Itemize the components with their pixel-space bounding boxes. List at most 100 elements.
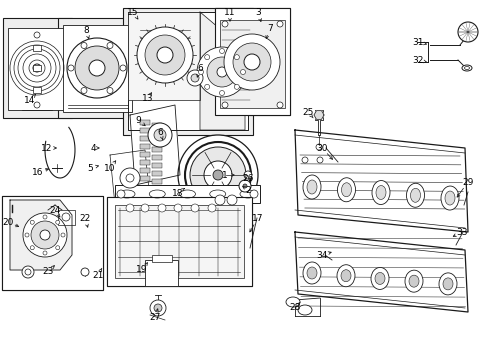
Circle shape xyxy=(234,55,239,60)
Ellipse shape xyxy=(375,185,385,199)
Circle shape xyxy=(157,47,173,63)
Text: 32: 32 xyxy=(411,55,423,64)
Circle shape xyxy=(81,87,87,94)
Bar xyxy=(140,152,150,157)
Circle shape xyxy=(219,49,224,54)
Ellipse shape xyxy=(341,183,351,197)
Polygon shape xyxy=(58,210,75,225)
Ellipse shape xyxy=(297,305,311,315)
Text: 20: 20 xyxy=(2,217,14,226)
Bar xyxy=(140,160,150,165)
Text: 30: 30 xyxy=(316,144,327,153)
Ellipse shape xyxy=(306,267,316,279)
Circle shape xyxy=(244,54,260,70)
Bar xyxy=(33,45,41,51)
Text: 33: 33 xyxy=(455,228,467,237)
Ellipse shape xyxy=(370,267,388,289)
Text: 14: 14 xyxy=(24,95,36,104)
Circle shape xyxy=(178,135,258,215)
Circle shape xyxy=(232,43,270,81)
Circle shape xyxy=(75,46,119,90)
Text: 19: 19 xyxy=(136,266,147,274)
Bar xyxy=(107,197,251,286)
Bar xyxy=(123,8,252,135)
Text: 22: 22 xyxy=(79,213,90,222)
Circle shape xyxy=(120,168,140,188)
Circle shape xyxy=(89,60,105,76)
Circle shape xyxy=(43,251,47,255)
Text: 21: 21 xyxy=(92,270,103,279)
Bar xyxy=(107,197,251,286)
Circle shape xyxy=(107,87,113,94)
Circle shape xyxy=(68,65,74,71)
Text: 31: 31 xyxy=(411,37,423,46)
Text: 34: 34 xyxy=(316,251,327,260)
Bar xyxy=(8,28,67,110)
Text: 3: 3 xyxy=(255,8,260,17)
Circle shape xyxy=(186,70,203,86)
Ellipse shape xyxy=(461,65,471,71)
Polygon shape xyxy=(294,130,467,232)
Circle shape xyxy=(107,42,113,49)
Circle shape xyxy=(154,304,162,312)
Circle shape xyxy=(62,213,70,221)
Circle shape xyxy=(25,233,29,237)
Circle shape xyxy=(34,102,40,108)
Bar xyxy=(128,12,200,100)
Text: 27: 27 xyxy=(149,314,161,323)
Circle shape xyxy=(30,220,34,224)
Bar xyxy=(2,196,103,290)
Text: 13: 13 xyxy=(142,94,153,103)
Circle shape xyxy=(215,195,224,205)
Text: 15: 15 xyxy=(127,8,139,17)
Ellipse shape xyxy=(374,273,384,284)
Circle shape xyxy=(141,204,149,212)
Text: 9: 9 xyxy=(135,116,141,125)
Circle shape xyxy=(457,22,477,42)
Circle shape xyxy=(197,47,246,97)
Circle shape xyxy=(148,123,172,147)
Ellipse shape xyxy=(406,183,424,207)
Circle shape xyxy=(249,190,258,198)
Bar xyxy=(140,168,150,173)
Circle shape xyxy=(154,129,165,141)
Circle shape xyxy=(56,220,60,224)
Circle shape xyxy=(117,190,125,198)
Circle shape xyxy=(204,84,209,89)
Circle shape xyxy=(198,69,203,75)
Circle shape xyxy=(34,32,40,38)
Polygon shape xyxy=(313,111,324,119)
Bar xyxy=(152,123,162,128)
Circle shape xyxy=(204,55,209,60)
Circle shape xyxy=(150,300,165,316)
Circle shape xyxy=(158,204,165,212)
Bar xyxy=(140,144,150,149)
Circle shape xyxy=(222,102,227,108)
Circle shape xyxy=(81,42,87,49)
Circle shape xyxy=(203,161,231,189)
Text: 16: 16 xyxy=(32,167,43,176)
Circle shape xyxy=(190,147,245,203)
Bar xyxy=(33,65,41,71)
Circle shape xyxy=(30,246,34,250)
Bar xyxy=(152,163,162,168)
Ellipse shape xyxy=(442,278,452,290)
Polygon shape xyxy=(10,200,72,270)
Bar xyxy=(58,18,135,118)
Text: 10: 10 xyxy=(104,163,116,172)
Bar xyxy=(152,171,162,176)
Text: 11: 11 xyxy=(224,8,235,17)
Bar xyxy=(220,20,285,108)
Text: 28: 28 xyxy=(289,303,300,312)
Bar xyxy=(3,18,72,118)
Ellipse shape xyxy=(371,180,389,204)
Bar xyxy=(140,176,150,181)
Polygon shape xyxy=(314,110,323,135)
Circle shape xyxy=(31,221,59,249)
Ellipse shape xyxy=(340,270,350,282)
Bar xyxy=(33,87,41,93)
Circle shape xyxy=(40,230,50,240)
Bar xyxy=(152,155,162,160)
Circle shape xyxy=(33,64,41,72)
Bar xyxy=(63,25,132,112)
